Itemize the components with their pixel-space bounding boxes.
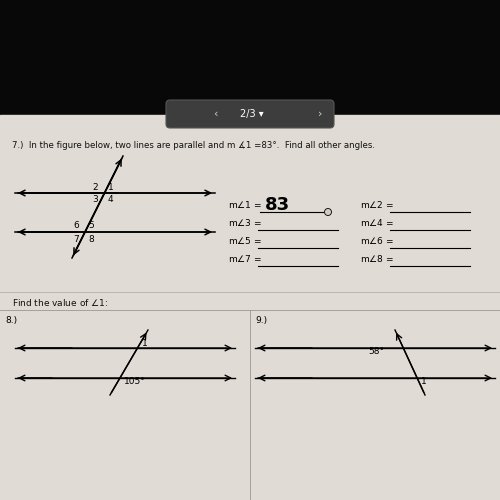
Text: 2/3 ▾: 2/3 ▾ <box>240 109 264 119</box>
Text: 5: 5 <box>88 222 94 230</box>
Text: 9.): 9.) <box>255 316 267 324</box>
Text: 105°: 105° <box>124 378 146 386</box>
Text: m$\angle$3 =: m$\angle$3 = <box>228 218 263 228</box>
Text: 6: 6 <box>73 222 79 230</box>
Text: 8: 8 <box>88 234 94 244</box>
Text: Find the value of $\angle$1:: Find the value of $\angle$1: <box>12 296 108 308</box>
Text: 7.)  In the figure below, two lines are parallel and m ∡1 =83°.  Find all other : 7.) In the figure below, two lines are p… <box>12 140 375 149</box>
Text: m$\angle$5 =: m$\angle$5 = <box>228 236 263 246</box>
Text: ›: › <box>318 109 322 119</box>
Text: m$\angle$1 =: m$\angle$1 = <box>228 200 263 210</box>
Text: m$\angle$4 =: m$\angle$4 = <box>360 218 395 228</box>
Text: 1: 1 <box>108 182 114 192</box>
Bar <box>0 115 500 500</box>
FancyBboxPatch shape <box>166 100 334 128</box>
Text: m$\angle$6 =: m$\angle$6 = <box>360 236 395 246</box>
Text: 2: 2 <box>92 182 98 192</box>
Text: m$\angle$7 =: m$\angle$7 = <box>228 254 263 264</box>
Bar <box>0 0 500 115</box>
Text: 83: 83 <box>265 196 290 214</box>
Text: m$\angle$8 =: m$\angle$8 = <box>360 254 395 264</box>
Text: 4: 4 <box>108 196 114 204</box>
Text: 1: 1 <box>421 378 427 386</box>
Text: 1: 1 <box>142 338 147 347</box>
Text: 8.): 8.) <box>5 316 17 324</box>
Text: ‹: ‹ <box>213 109 217 119</box>
Text: 3: 3 <box>92 196 98 204</box>
Circle shape <box>324 208 332 216</box>
Text: m$\angle$2 =: m$\angle$2 = <box>360 200 395 210</box>
Text: 58°: 58° <box>368 348 384 356</box>
Text: 7: 7 <box>73 234 79 244</box>
